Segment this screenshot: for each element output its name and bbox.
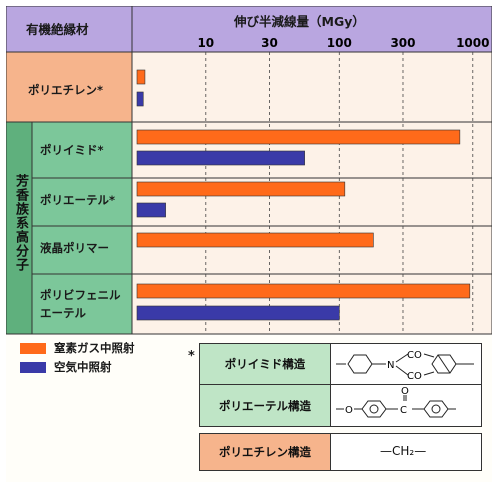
polyether-structure-drawing: O C O [336, 387, 456, 418]
bars [136, 69, 471, 321]
x-tick-label-1000: 1000 [456, 36, 489, 50]
material-label-pbe-line2: エーテル [40, 306, 86, 320]
structure-label-polyether: ポリエーテル構造 [200, 385, 331, 426]
legend-label-air: 空気中照射 [54, 360, 112, 374]
legend-swatch-nitrogen [20, 343, 46, 354]
bar-nitrogen-4 [136, 283, 471, 299]
x-tick-label-10: 10 [197, 36, 214, 50]
bar-air-2 [136, 202, 166, 218]
bar-nitrogen-0 [136, 69, 146, 85]
aromatic-group-label: 芳香族系高分子 [13, 174, 28, 272]
polyether-o-left: O [345, 405, 353, 416]
polyether-o-top: O [401, 387, 409, 397]
x-tick-labels: 10 30 100 300 1000 [197, 36, 489, 50]
polyimide-structure-drawing: N CO CO [336, 350, 474, 382]
material-label-polyimide: ポリイミド* [40, 143, 104, 157]
row-separators [6, 6, 492, 335]
footnote-asterisk: * [188, 349, 195, 364]
structure-label-polyethylene: ポリエチレン構造 [200, 434, 331, 470]
polyethylene-row-background [6, 52, 132, 122]
x-tick-label-300: 300 [390, 36, 415, 50]
polyether-c-label: C [400, 405, 407, 416]
bar-nitrogen-3 [136, 232, 374, 248]
polyethylene-structure-box: ポリエチレン構造 —CH₂— [199, 433, 482, 471]
legend-label-nitrogen: 窒素ガス中照射 [54, 341, 135, 355]
bar-air-4 [136, 305, 340, 321]
x-tick-label-30: 30 [261, 36, 278, 50]
figure-frame: 10 30 100 300 1000 有機絶縁材 伸び半減線量（MGy） ポリエチレン*… [6, 6, 492, 482]
material-label-polyethylene: ポリエチレン* [28, 83, 104, 97]
structure-table: ポリイミド構造 ポリエーテル構造 N CO CO [199, 343, 482, 427]
material-label-polyether: ポリエーテル* [40, 193, 116, 207]
polyethylene-formula: —CH₂— [380, 444, 427, 458]
bar-air-1 [136, 150, 305, 166]
polyimide-co-top: CO [407, 350, 422, 361]
x-tick-label-100: 100 [327, 36, 352, 50]
material-label-lcp: 液晶ポリマー [40, 241, 109, 255]
material-column-header: 有機絶縁材 [26, 22, 89, 37]
structure-label-polyimide: ポリイミド構造 [200, 344, 331, 385]
bar-air-0 [136, 91, 144, 107]
polyimide-n-label: N [387, 360, 394, 371]
bar-nitrogen-1 [136, 129, 461, 145]
material-label-pbe-line1: ポリビフェニル [40, 288, 121, 302]
chart-svg: 10 30 100 300 1000 [6, 6, 492, 335]
bar-nitrogen-2 [136, 181, 346, 197]
aromatic-group-label-background [6, 122, 32, 334]
header-background [6, 6, 492, 52]
structure-divider [331, 384, 481, 385]
polyimide-co-bottom: CO [407, 371, 422, 382]
legend-swatch-air [20, 362, 46, 373]
axis-title: 伸び半減線量（MGy） [234, 14, 365, 29]
